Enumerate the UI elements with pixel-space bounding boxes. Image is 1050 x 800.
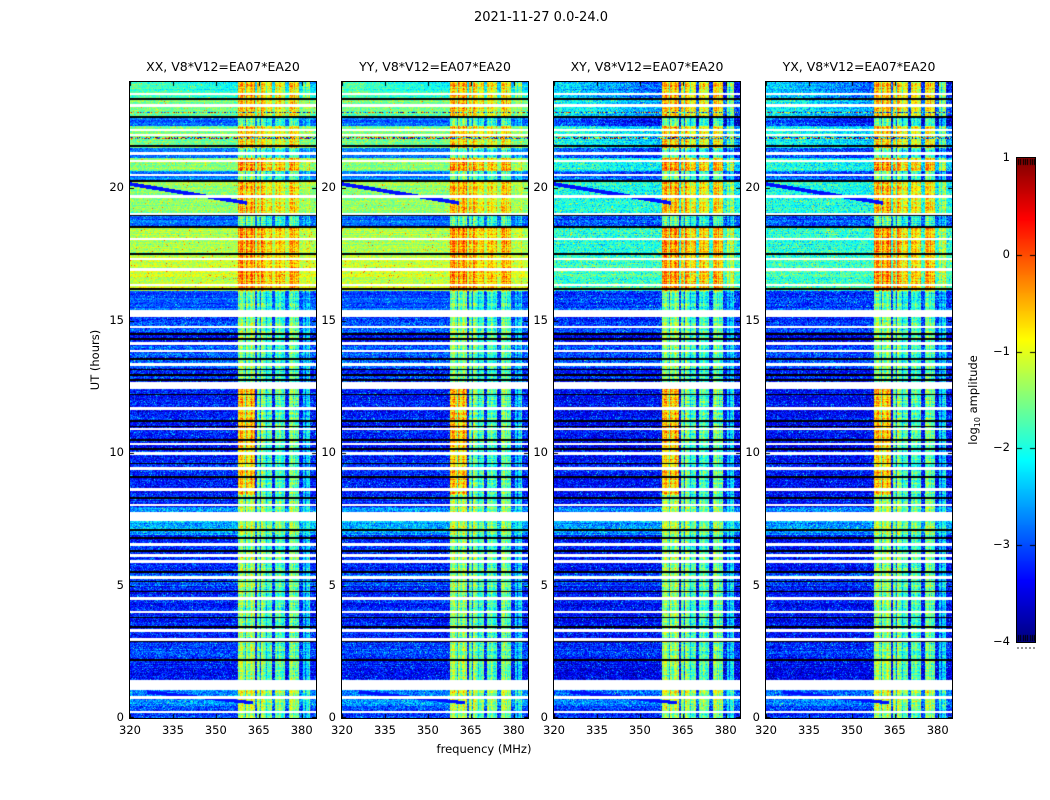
y-tick-label: 15 [321,312,336,327]
x-tick-label: 335 [373,723,396,737]
y-tick-label: 20 [109,180,124,194]
panel-title-yx: YX, V8*V12=EA07*EA20 [782,59,936,74]
x-tick-label: 320 [119,723,141,737]
y-tick-label: 0 [540,710,548,724]
panel-title-xx: XX, V8*V12=EA07*EA20 [146,59,300,74]
colorbar-gradient [1016,157,1036,643]
y-tick-label: 5 [540,577,548,592]
x-tick-label: 350 [416,723,439,737]
colorbar-label-subscript: 10 [973,417,983,428]
x-tick-label: 380 [502,723,525,737]
y-tick-label: 0 [752,710,760,724]
panel-title-xy: XY, V8*V12=EA07*EA20 [570,59,724,74]
x-tick-label: 365 [671,723,694,737]
x-tick-label: 335 [797,723,820,737]
heatmap-xx [129,81,317,719]
colorbar-extend-dots [1017,647,1035,649]
colorbar-tick-label: −1 [993,343,1010,358]
colorbar-label-suffix: amplitude [965,355,980,418]
x-tick-label: 380 [926,723,949,737]
y-tick-label: 20 [745,180,760,194]
x-tick-label: 365 [883,723,906,737]
x-tick-label: 320 [543,723,565,737]
y-tick-label: 10 [745,445,760,459]
x-tick-label: 350 [840,723,863,737]
x-tick-label: 350 [204,723,227,737]
heatmap-yx [765,81,953,719]
y-axis-label: UT (hours) [88,329,102,391]
x-tick-label: 380 [714,723,737,737]
x-tick-label: 380 [290,723,313,737]
x-tick-label: 350 [628,723,651,737]
figure-title: 2021-11-27 0.0-24.0 [474,10,608,25]
colorbar-label: log10 amplitude [966,355,982,445]
colorbar-tick-label: −2 [993,440,1010,455]
x-tick-label: 320 [331,723,353,737]
y-tick-label: 10 [533,445,548,459]
y-tick-label: 10 [109,445,124,459]
colorbar-tick-label: 1 [1002,150,1010,164]
panel-title-yy: YY, V8*V12=EA07*EA20 [359,59,511,74]
colorbar-label-text: log [965,427,980,445]
panel-xy: XY, V8*V12=EA07*EA20 320 335 350 365 380 0 5 10… [533,59,741,737]
x-tick-label: 365 [459,723,482,737]
y-tick-label: 10 [321,445,336,459]
panel-yx: YX, V8*V12=EA07*EA20 320 335 350 365 380 0 5 10… [745,59,953,737]
colorbar: 1 0 −1 −2 −3 −4 [993,150,1036,648]
y-tick-label: 20 [533,180,548,194]
y-tick-label: 15 [109,312,124,327]
panel-yy: YY, V8*V12=EA07*EA20 320 335 350 365 380 0 5 10… [321,59,529,737]
x-tick-label: 335 [585,723,608,737]
x-axis-label: frequency (MHz) [436,742,532,756]
colorbar-tick-label: 0 [1002,246,1010,261]
y-tick-label: 15 [533,312,548,327]
y-tick-label: 0 [116,710,124,724]
y-tick-label: 20 [321,180,336,194]
colorbar-tick-label: −3 [993,537,1010,552]
heatmap-yy [341,81,529,719]
x-tick-label: 365 [247,723,270,737]
y-tick-label: 0 [328,710,336,724]
colorbar-tick-label: −4 [993,634,1010,648]
y-tick-label: 15 [745,312,760,327]
heatmap-xy [553,81,741,719]
y-tick-label: 5 [752,577,760,592]
x-tick-label: 320 [755,723,777,737]
y-tick-label: 5 [328,577,336,592]
panel-xx: XX, V8*V12=EA07*EA20 320 335 350 365 380 0 5 10… [109,59,317,737]
y-tick-label: 5 [116,577,124,592]
x-tick-label: 335 [161,723,184,737]
